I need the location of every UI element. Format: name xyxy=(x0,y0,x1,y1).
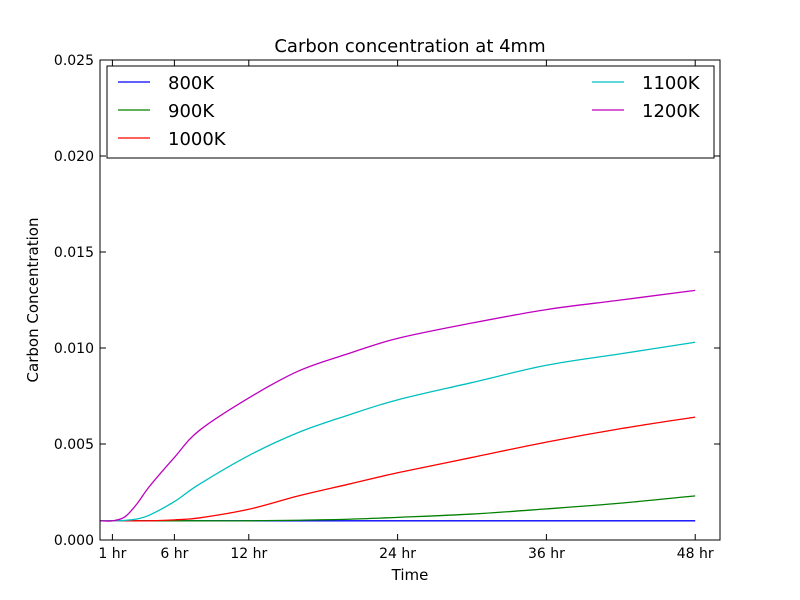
legend-label-1200K: 1200K xyxy=(642,101,701,122)
plot-lines xyxy=(99,289,696,522)
y-axis-label: Carbon Concentration xyxy=(24,218,42,383)
y-tick-label: 0.025 xyxy=(54,53,94,69)
y-tick-label: 0.010 xyxy=(54,341,94,357)
x-axis-label: Time xyxy=(391,566,429,584)
legend-label-900K: 900K xyxy=(168,101,215,122)
chart-title: Carbon concentration at 4mm xyxy=(274,36,545,57)
plot-frame xyxy=(99,59,721,541)
ticks: 1 hr 6 hr 12 hr 24 hr 36 hr 48 hr 0.000 0.005 0.… xyxy=(54,53,720,562)
y-tick-label: 0.005 xyxy=(54,437,94,453)
x-tick-label: 12 hr xyxy=(230,546,267,562)
y-tick-label: 0.000 xyxy=(54,533,94,549)
x-tick-label: 6 hr xyxy=(160,546,188,562)
series-line-1100K xyxy=(99,341,696,522)
legend-label-1000K: 1000K xyxy=(168,129,227,150)
series-line-1000K xyxy=(100,416,696,522)
x-tick-label: 1 hr xyxy=(98,546,126,562)
y-tick-label: 0.015 xyxy=(54,245,94,261)
y-tick-label: 0.020 xyxy=(54,149,94,165)
series-line-900K xyxy=(100,495,696,522)
x-tick-label: 24 hr xyxy=(379,546,416,562)
x-tick-label: 48 hr xyxy=(677,546,714,562)
x-tick-label: 36 hr xyxy=(528,546,565,562)
legend-label-1100K: 1100K xyxy=(642,73,701,94)
series-line-1200K xyxy=(99,289,696,522)
legend-label-800K: 800K xyxy=(168,73,215,94)
legend: 800K 900K 1000K 1100K 1200K xyxy=(106,65,715,159)
legend-box xyxy=(106,65,715,159)
